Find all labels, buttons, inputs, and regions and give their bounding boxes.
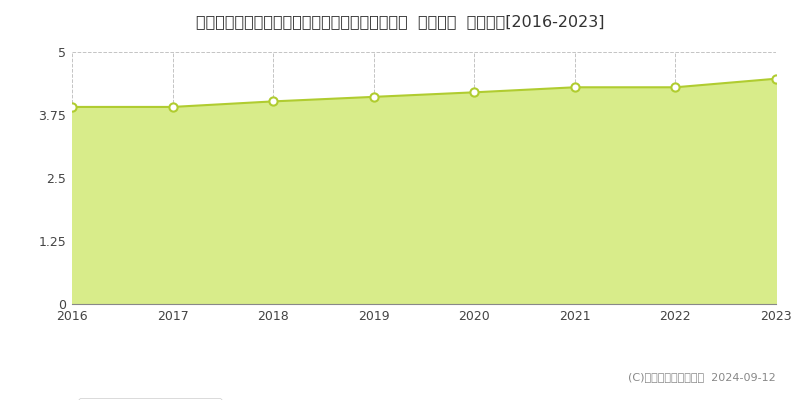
- Point: [266, 98, 279, 104]
- Point: [367, 94, 380, 100]
- Point: [66, 104, 78, 110]
- Point: [770, 76, 782, 82]
- Point: [166, 104, 179, 110]
- Text: (C)土地価格ドットコム  2024-09-12: (C)土地価格ドットコム 2024-09-12: [628, 372, 776, 382]
- Point: [468, 89, 481, 96]
- Point: [669, 84, 682, 90]
- Legend: 地価公示  平均坪単価(万円/坪): 地価公示 平均坪単価(万円/坪): [78, 398, 222, 400]
- Point: [569, 84, 582, 90]
- Text: 福島県双葉郡楢葉町大字下小塙字聖天１２番１外  地価公示  地価推移[2016-2023]: 福島県双葉郡楢葉町大字下小塙字聖天１２番１外 地価公示 地価推移[2016-20…: [196, 14, 604, 29]
